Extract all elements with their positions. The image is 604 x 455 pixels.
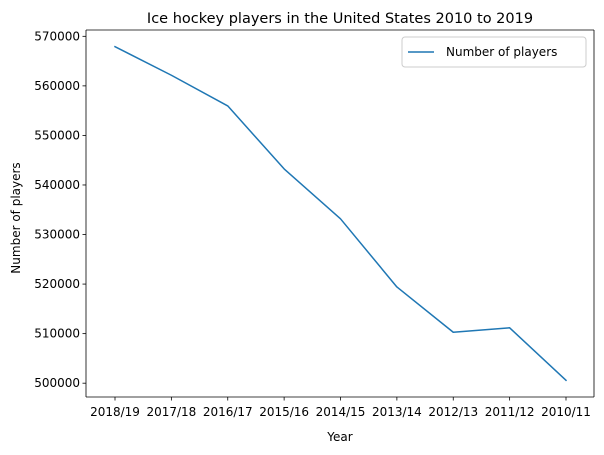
x-tick-label: 2014/15: [316, 405, 366, 419]
y-tick-label: 500000: [34, 376, 80, 390]
chart-title: Ice hockey players in the United States …: [147, 11, 533, 27]
x-tick-label: 2015/16: [259, 405, 309, 419]
y-tick-label: 560000: [34, 79, 80, 93]
x-tick-label: 2010/11: [541, 405, 591, 419]
y-tick-label: 540000: [34, 178, 80, 192]
y-axis-title: Number of players: [9, 162, 23, 273]
x-axis-ticks: 2018/19 2017/18 2016/17 2015/16 2014/15 2013/…: [90, 397, 591, 419]
x-tick-label: 2013/14: [372, 405, 422, 419]
y-tick-label: 510000: [34, 327, 80, 341]
x-tick-label: 2012/13: [428, 405, 478, 419]
series-line-number-of-players: [113, 45, 568, 382]
y-axis-ticks: 500000 510000 520000 530000 540000 550000 5600…: [34, 29, 86, 390]
legend-label-number-of-players: Number of players: [446, 45, 557, 59]
x-tick-label: 2011/12: [485, 405, 535, 419]
y-tick-label: 570000: [34, 29, 80, 43]
x-tick-label: 2017/18: [146, 405, 196, 419]
plot-area: [86, 30, 594, 397]
legend-box: [401, 36, 587, 68]
x-tick-label: 2016/17: [203, 405, 253, 419]
x-axis-title: Year: [326, 430, 352, 444]
y-tick-label: 550000: [34, 128, 80, 142]
y-tick-label: 530000: [34, 228, 80, 242]
y-tick-label: 520000: [34, 277, 80, 291]
x-tick-label: 2018/19: [90, 405, 140, 419]
legend: Number of players: [401, 36, 587, 68]
series-group: [113, 45, 568, 382]
